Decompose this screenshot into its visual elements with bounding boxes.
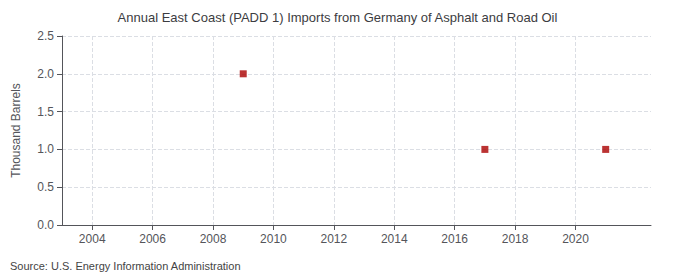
svg-text:2006: 2006	[139, 232, 166, 246]
svg-text:Annual East Coast (PADD 1) Imp: Annual East Coast (PADD 1) Imports from …	[118, 10, 558, 25]
svg-text:0.0: 0.0	[37, 218, 54, 232]
svg-text:2004: 2004	[79, 232, 106, 246]
svg-text:2014: 2014	[381, 232, 408, 246]
svg-text:1.5: 1.5	[37, 105, 54, 119]
svg-text:2012: 2012	[320, 232, 347, 246]
svg-text:0.5: 0.5	[37, 180, 54, 194]
svg-text:2020: 2020	[562, 232, 589, 246]
svg-text:2.0: 2.0	[37, 67, 54, 81]
svg-text:2010: 2010	[260, 232, 287, 246]
svg-text:Thousand Barrels: Thousand Barrels	[9, 83, 23, 178]
svg-text:2.5: 2.5	[37, 29, 54, 43]
svg-text:2018: 2018	[502, 232, 529, 246]
svg-text:2016: 2016	[441, 232, 468, 246]
svg-text:2008: 2008	[200, 232, 227, 246]
svg-text:Source: U.S. Energy Informatio: Source: U.S. Energy Information Administ…	[10, 260, 241, 272]
svg-text:1.0: 1.0	[37, 142, 54, 156]
